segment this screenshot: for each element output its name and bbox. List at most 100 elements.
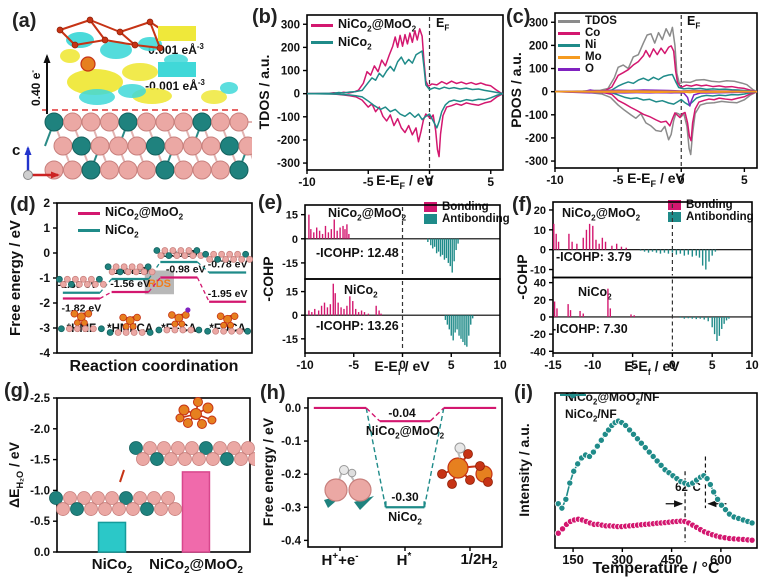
svg-text:0: 0 xyxy=(669,358,676,372)
legend-label: NiCo2 xyxy=(338,34,372,52)
legend-item: NiCo2/NF xyxy=(560,391,659,424)
svg-text:15: 15 xyxy=(286,210,298,222)
legend-item: Co xyxy=(558,27,617,39)
panel-i-label: (i) xyxy=(514,382,533,404)
legend-line-swatch xyxy=(558,55,580,59)
svg-text:-5: -5 xyxy=(613,173,624,187)
svg-text:10: 10 xyxy=(534,225,546,237)
svg-text:20: 20 xyxy=(534,205,546,217)
legend-item: Antibonding xyxy=(424,213,510,225)
legend-line-swatch xyxy=(558,67,580,71)
panel-e-plot: 15 0 -15 15 0 -15 -10 -5 0 5 10 xyxy=(282,204,507,372)
cohp-f-x-axis-label: E-Ef / eV xyxy=(624,358,680,377)
svg-text:-300: -300 xyxy=(525,156,548,168)
svg-text:300: 300 xyxy=(281,19,300,31)
svg-text:-15: -15 xyxy=(282,334,298,346)
legend-line-swatch xyxy=(78,211,100,215)
legend-box-swatch xyxy=(668,212,681,222)
svg-text:-0.4: -0.4 xyxy=(281,535,301,547)
legend-label: Co xyxy=(585,27,601,39)
her-value-nico2: -0.30 xyxy=(391,490,419,504)
svg-text:-10: -10 xyxy=(530,265,546,277)
svg-text:5: 5 xyxy=(448,358,455,372)
her-value-nico2moo2: -0.04 xyxy=(388,406,416,420)
svg-text:100: 100 xyxy=(529,64,548,76)
svg-text:2: 2 xyxy=(43,196,50,210)
svg-text:-1.0: -1.0 xyxy=(30,485,50,497)
fermi-label-c: EF xyxy=(687,14,701,31)
cohp-e-bottom-icohp: -ICOHP: 13.26 xyxy=(316,319,399,333)
legend-label: TDOS xyxy=(585,15,617,27)
panel-b-label: (b) xyxy=(252,6,278,28)
svg-text:-300: -300 xyxy=(277,158,300,170)
legend-line-swatch xyxy=(558,19,580,23)
her-name-nico2moo2: NiCo2@MoO2 xyxy=(365,424,445,441)
panel-d-label: (d) xyxy=(10,194,36,216)
bar-category-nico2moo2: NiCo2@MoO2 xyxy=(149,556,243,576)
svg-text:-15: -15 xyxy=(282,258,298,270)
svg-text:-5: -5 xyxy=(627,358,638,372)
legend-item: NiCo2 xyxy=(78,222,183,240)
bar-category-nico2: NiCo2 xyxy=(91,556,133,576)
svg-text:0: 0 xyxy=(678,173,685,187)
svg-text:-10: -10 xyxy=(298,175,316,189)
svg-text:-1: -1 xyxy=(39,271,50,285)
svg-text:0: 0 xyxy=(399,358,406,372)
svg-text:-0.98 eV: -0.98 eV xyxy=(166,264,206,276)
svg-text:15: 15 xyxy=(286,287,298,299)
svg-text:0: 0 xyxy=(540,312,546,324)
legend-item: NiCo2 xyxy=(311,34,416,52)
panel-g-label: (g) xyxy=(4,380,30,402)
panel-b-plot: -10 -5 0 5 300 200 100 0 -100 -200 -300 xyxy=(277,14,504,189)
legend-label: Bonding xyxy=(442,201,489,213)
reaction-coordination-label: Reaction coordination xyxy=(69,358,239,375)
fermi-label-b: EF xyxy=(436,16,450,33)
panel-e-label: (e) xyxy=(258,192,283,214)
svg-text:-5: -5 xyxy=(363,175,374,189)
her-name-nico2: NiCo2 xyxy=(388,510,422,527)
svg-text:-10: -10 xyxy=(546,173,564,187)
cohp-e-top-icohp: -ICOHP: 12.48 xyxy=(316,246,399,260)
svg-text:-0.3: -0.3 xyxy=(281,502,301,514)
iso-negative-swatch xyxy=(158,62,196,77)
legend-label: O xyxy=(585,63,594,75)
panel-h-plot: 0.0 -0.1 -0.2 -0.3 -0.4 xyxy=(281,397,503,551)
stage-h-star: H* xyxy=(396,551,412,569)
svg-text:0: 0 xyxy=(43,246,50,260)
svg-text:-200: -200 xyxy=(277,135,300,147)
svg-text:-0.5: -0.5 xyxy=(30,516,50,528)
svg-text:40: 40 xyxy=(534,278,546,290)
svg-text:-10: -10 xyxy=(296,358,314,372)
svg-text:0: 0 xyxy=(294,89,300,101)
svg-text:-10: -10 xyxy=(584,358,602,372)
svg-text:-20: -20 xyxy=(530,329,546,341)
svg-text:-3: -3 xyxy=(39,321,50,335)
legend-item: Antibonding xyxy=(668,211,754,223)
legend-label: Mo xyxy=(585,51,602,63)
axis-c-label: c xyxy=(12,142,21,159)
svg-text:0: 0 xyxy=(292,310,298,322)
cohp-e-x-axis-label: E-Ef / eV xyxy=(374,358,430,377)
panel-f-label: (f) xyxy=(512,194,532,216)
panel-i-plot: 150 300 450 600 xyxy=(554,392,758,567)
svg-text:0: 0 xyxy=(540,245,546,257)
legend-label: NiCo2@MoO2 xyxy=(105,205,184,222)
legend-label: NiCo2 xyxy=(105,222,139,240)
panel-c-label: (c) xyxy=(506,6,531,28)
svg-text:-5: -5 xyxy=(348,358,359,372)
legend-box-swatch xyxy=(424,214,437,224)
legend-cohp-e: Bonding Antibonding xyxy=(424,201,510,225)
svg-text:20: 20 xyxy=(534,295,546,307)
panel-a-label: (a) xyxy=(12,10,37,32)
legend-item: O xyxy=(558,63,617,75)
svg-text:0: 0 xyxy=(426,175,433,189)
svg-text:-100: -100 xyxy=(525,110,548,122)
svg-text:10: 10 xyxy=(745,358,759,372)
svg-text:5: 5 xyxy=(487,175,494,189)
svg-text:200: 200 xyxy=(281,42,300,54)
svg-text:-40: -40 xyxy=(530,346,546,358)
svg-text:-1.95 eV: -1.95 eV xyxy=(208,288,248,300)
stage-h-plus-e: H++e- xyxy=(321,551,359,569)
cohp-f-bottom-icohp: -ICOHP: 7.30 xyxy=(552,322,628,336)
